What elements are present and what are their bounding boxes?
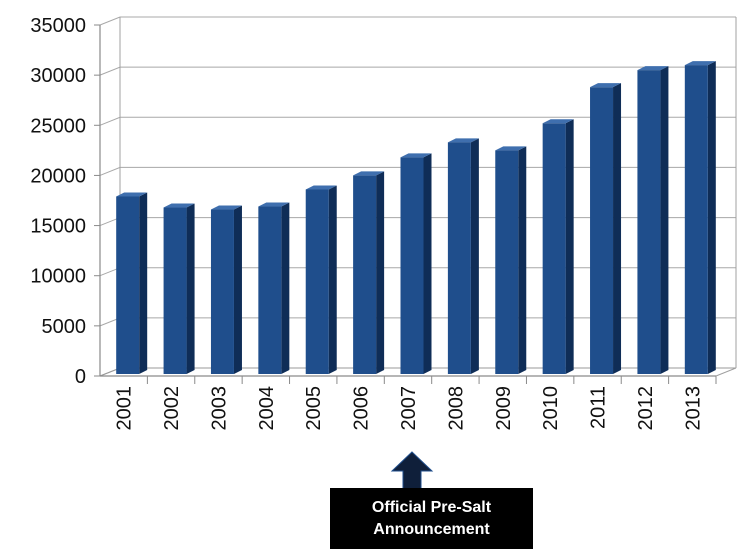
bar-side xyxy=(470,138,479,374)
up-arrow-icon xyxy=(390,451,434,491)
bar-front xyxy=(542,123,566,375)
bar xyxy=(116,192,148,374)
y-tick-label: 5000 xyxy=(42,316,87,338)
floor-right-edge xyxy=(715,367,737,377)
bar-front xyxy=(163,207,187,374)
bar-side xyxy=(565,119,574,375)
x-tick-label: 2009 xyxy=(493,386,515,431)
y-tick-label: 35000 xyxy=(30,15,86,37)
bar-top xyxy=(400,153,432,158)
bar-top xyxy=(258,202,290,207)
bar-top xyxy=(305,185,337,190)
bar xyxy=(400,153,432,374)
bar xyxy=(590,83,622,374)
y-tick-label: 15000 xyxy=(30,216,86,238)
annotation-callout: Official Pre-Salt Announcement xyxy=(330,488,533,549)
x-tick-label: 2011 xyxy=(588,386,610,429)
bar xyxy=(210,205,242,374)
x-tick-label: 2008 xyxy=(445,386,467,431)
bar-side xyxy=(328,185,337,374)
bar-front xyxy=(116,196,140,374)
y-tick-labels: 0 5000 10000 15000 20000 25000 30000 35000 xyxy=(30,15,86,388)
y-tick-label: 20000 xyxy=(30,165,86,187)
bar xyxy=(684,61,716,375)
bar-front xyxy=(684,65,708,375)
bar-top xyxy=(116,192,148,197)
bar-top xyxy=(590,83,622,88)
bar-side xyxy=(518,146,527,374)
y-tick-label: 25000 xyxy=(30,115,86,137)
x-tick-label: 2012 xyxy=(635,386,657,431)
bar xyxy=(305,185,337,374)
bar-side xyxy=(139,192,148,374)
bar-top xyxy=(163,203,195,208)
bar-side xyxy=(423,153,432,374)
bar-side xyxy=(186,203,195,374)
bar xyxy=(637,66,669,375)
bar xyxy=(495,146,527,374)
bar-front xyxy=(637,70,661,375)
bar-front xyxy=(495,150,519,374)
bar-front xyxy=(400,157,424,374)
x-tick-labels: 2001 2002 2003 2004 2005 2006 2007 2008 2009 2010… xyxy=(114,386,705,431)
x-tick-label: 2003 xyxy=(208,386,230,431)
x-tick-label: 2002 xyxy=(161,386,183,431)
annotation-arrow xyxy=(390,451,434,491)
bar-top xyxy=(684,61,716,66)
bar-front xyxy=(210,209,234,374)
x-tick-label: 2013 xyxy=(682,386,704,431)
bar-side xyxy=(660,66,669,375)
x-tick-label: 2001 xyxy=(114,386,136,431)
bar-front xyxy=(305,189,329,374)
annotation-line2: Announcement xyxy=(373,520,490,538)
bar-front xyxy=(447,142,471,374)
bar-side xyxy=(613,83,622,374)
bar-top xyxy=(637,66,669,71)
bar-top xyxy=(447,138,479,143)
bar xyxy=(542,119,574,375)
x-tick-label: 2010 xyxy=(540,386,562,431)
x-tick-label: 2005 xyxy=(303,386,325,431)
bar xyxy=(353,171,385,374)
bar-side xyxy=(233,205,242,374)
x-tick-label: 2004 xyxy=(256,386,278,431)
bar-top xyxy=(353,171,385,176)
annotation-line1: Official Pre-Salt xyxy=(371,498,492,516)
bar-top xyxy=(495,146,527,151)
bar-front xyxy=(258,206,282,374)
bar-top xyxy=(210,205,242,210)
y-tick-label: 0 xyxy=(75,366,86,388)
bar xyxy=(163,203,195,374)
bar-front xyxy=(590,87,614,374)
bar xyxy=(447,138,479,374)
bar-front xyxy=(353,175,377,374)
bars xyxy=(116,61,716,375)
bar-top xyxy=(542,119,574,124)
gridline xyxy=(99,16,736,26)
bar-side xyxy=(376,171,385,374)
y-tick-label: 30000 xyxy=(30,65,86,87)
bar xyxy=(258,202,290,374)
x-tick-label: 2007 xyxy=(398,386,420,431)
x-tick-label: 2006 xyxy=(351,386,373,431)
bar-side xyxy=(281,202,290,374)
bar-side xyxy=(707,61,716,375)
y-tick-label: 10000 xyxy=(30,266,86,288)
